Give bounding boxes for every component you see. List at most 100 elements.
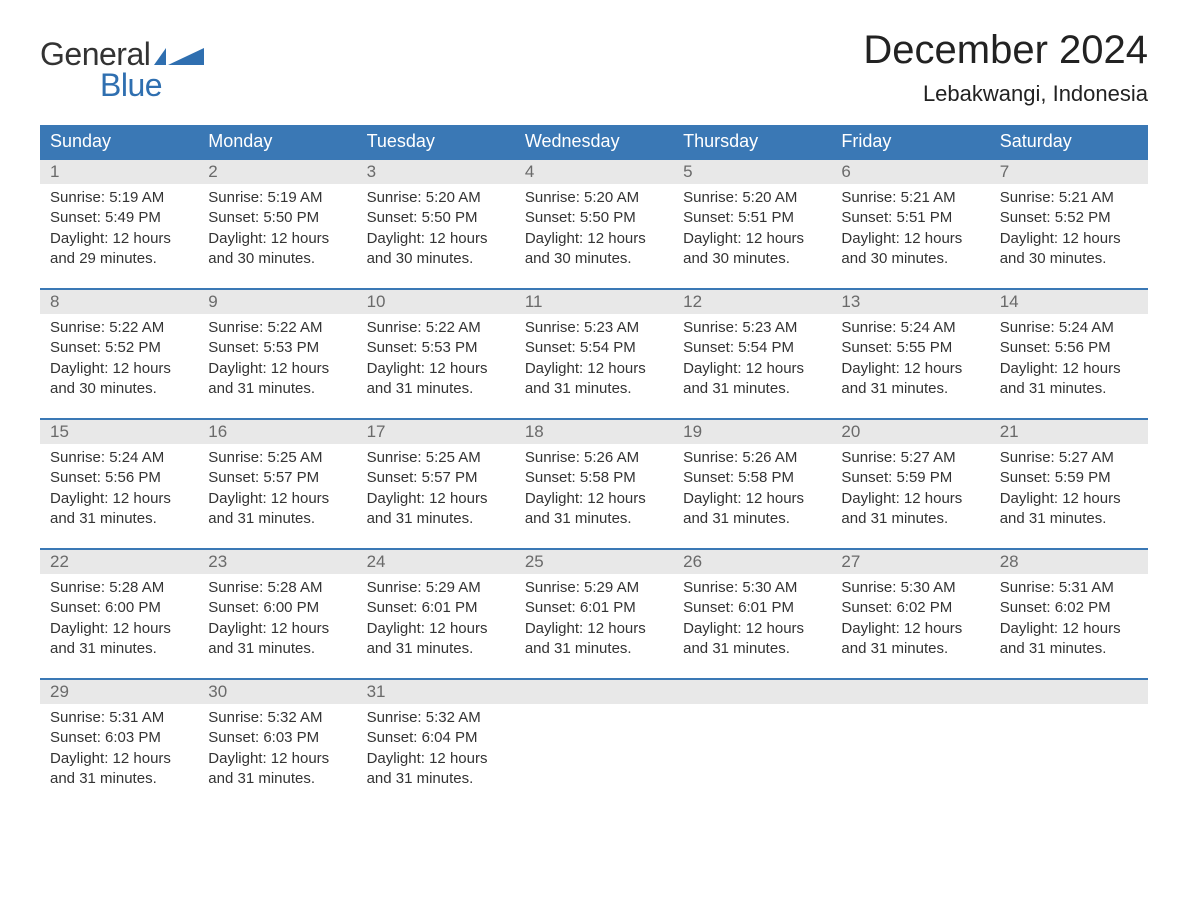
daylight-text: Daylight: 12 hours and 30 minutes. xyxy=(841,229,979,270)
day-body: Sunrise: 5:22 AMSunset: 5:53 PMDaylight:… xyxy=(198,314,356,407)
weekday-header: Sunday xyxy=(40,125,198,159)
day-body: Sunrise: 5:23 AMSunset: 5:54 PMDaylight:… xyxy=(673,314,831,407)
day-number: 1 xyxy=(40,160,198,184)
day-body: Sunrise: 5:25 AMSunset: 5:57 PMDaylight:… xyxy=(198,444,356,537)
calendar-day-cell: 26Sunrise: 5:30 AMSunset: 6:01 PMDayligh… xyxy=(673,549,831,679)
sunset-text: Sunset: 6:00 PM xyxy=(50,598,188,618)
sunset-text: Sunset: 5:51 PM xyxy=(841,208,979,228)
day-body: Sunrise: 5:22 AMSunset: 5:53 PMDaylight:… xyxy=(357,314,515,407)
calendar-day-cell: 16Sunrise: 5:25 AMSunset: 5:57 PMDayligh… xyxy=(198,419,356,549)
sunrise-text: Sunrise: 5:29 AM xyxy=(367,578,505,598)
day-number: 12 xyxy=(673,290,831,314)
calendar-day-cell xyxy=(515,679,673,809)
calendar-week-row: 29Sunrise: 5:31 AMSunset: 6:03 PMDayligh… xyxy=(40,679,1148,809)
daylight-text: Daylight: 12 hours and 31 minutes. xyxy=(841,619,979,660)
calendar-day-cell: 29Sunrise: 5:31 AMSunset: 6:03 PMDayligh… xyxy=(40,679,198,809)
header: General Blue December 2024 Lebakwangi, I… xyxy=(40,28,1148,107)
calendar-day-cell: 18Sunrise: 5:26 AMSunset: 5:58 PMDayligh… xyxy=(515,419,673,549)
sunset-text: Sunset: 5:54 PM xyxy=(683,338,821,358)
daylight-text: Daylight: 12 hours and 30 minutes. xyxy=(367,229,505,270)
day-number: 22 xyxy=(40,550,198,574)
day-body: Sunrise: 5:21 AMSunset: 5:52 PMDaylight:… xyxy=(990,184,1148,277)
sunrise-text: Sunrise: 5:29 AM xyxy=(525,578,663,598)
day-number: 26 xyxy=(673,550,831,574)
calendar-day-cell: 6Sunrise: 5:21 AMSunset: 5:51 PMDaylight… xyxy=(831,159,989,289)
sunset-text: Sunset: 5:52 PM xyxy=(50,338,188,358)
sunset-text: Sunset: 6:01 PM xyxy=(683,598,821,618)
sunrise-text: Sunrise: 5:30 AM xyxy=(841,578,979,598)
calendar-day-cell: 11Sunrise: 5:23 AMSunset: 5:54 PMDayligh… xyxy=(515,289,673,419)
logo: General Blue xyxy=(40,36,204,104)
sunset-text: Sunset: 6:03 PM xyxy=(208,728,346,748)
day-body: Sunrise: 5:27 AMSunset: 5:59 PMDaylight:… xyxy=(990,444,1148,537)
sunset-text: Sunset: 6:01 PM xyxy=(525,598,663,618)
sunset-text: Sunset: 6:01 PM xyxy=(367,598,505,618)
daylight-text: Daylight: 12 hours and 31 minutes. xyxy=(841,359,979,400)
day-number: 31 xyxy=(357,680,515,704)
day-number-empty xyxy=(831,680,989,704)
sunset-text: Sunset: 5:56 PM xyxy=(1000,338,1138,358)
day-body: Sunrise: 5:22 AMSunset: 5:52 PMDaylight:… xyxy=(40,314,198,407)
sunset-text: Sunset: 5:52 PM xyxy=(1000,208,1138,228)
calendar-day-cell: 10Sunrise: 5:22 AMSunset: 5:53 PMDayligh… xyxy=(357,289,515,419)
sunrise-text: Sunrise: 5:25 AM xyxy=(367,448,505,468)
calendar-day-cell xyxy=(990,679,1148,809)
weekday-header: Wednesday xyxy=(515,125,673,159)
calendar-day-cell: 5Sunrise: 5:20 AMSunset: 5:51 PMDaylight… xyxy=(673,159,831,289)
weekday-header: Saturday xyxy=(990,125,1148,159)
sunrise-text: Sunrise: 5:25 AM xyxy=(208,448,346,468)
sunrise-text: Sunrise: 5:26 AM xyxy=(525,448,663,468)
daylight-text: Daylight: 12 hours and 30 minutes. xyxy=(50,359,188,400)
day-body: Sunrise: 5:24 AMSunset: 5:56 PMDaylight:… xyxy=(40,444,198,537)
day-number: 5 xyxy=(673,160,831,184)
calendar-day-cell: 14Sunrise: 5:24 AMSunset: 5:56 PMDayligh… xyxy=(990,289,1148,419)
day-number: 4 xyxy=(515,160,673,184)
sunrise-text: Sunrise: 5:23 AM xyxy=(525,318,663,338)
sunset-text: Sunset: 5:50 PM xyxy=(525,208,663,228)
daylight-text: Daylight: 12 hours and 31 minutes. xyxy=(1000,359,1138,400)
day-number: 2 xyxy=(198,160,356,184)
sunrise-text: Sunrise: 5:22 AM xyxy=(208,318,346,338)
sunrise-text: Sunrise: 5:31 AM xyxy=(50,708,188,728)
logo-text-blue: Blue xyxy=(100,67,162,104)
weekday-header: Thursday xyxy=(673,125,831,159)
daylight-text: Daylight: 12 hours and 31 minutes. xyxy=(50,749,188,790)
sunset-text: Sunset: 5:57 PM xyxy=(367,468,505,488)
day-body: Sunrise: 5:24 AMSunset: 5:55 PMDaylight:… xyxy=(831,314,989,407)
calendar-day-cell: 31Sunrise: 5:32 AMSunset: 6:04 PMDayligh… xyxy=(357,679,515,809)
sunrise-text: Sunrise: 5:21 AM xyxy=(1000,188,1138,208)
daylight-text: Daylight: 12 hours and 31 minutes. xyxy=(208,359,346,400)
calendar-day-cell: 28Sunrise: 5:31 AMSunset: 6:02 PMDayligh… xyxy=(990,549,1148,679)
day-number: 13 xyxy=(831,290,989,314)
day-number: 14 xyxy=(990,290,1148,314)
day-body-empty xyxy=(990,704,1148,784)
daylight-text: Daylight: 12 hours and 31 minutes. xyxy=(683,489,821,530)
day-body: Sunrise: 5:31 AMSunset: 6:03 PMDaylight:… xyxy=(40,704,198,797)
day-number: 9 xyxy=(198,290,356,314)
day-number: 16 xyxy=(198,420,356,444)
sunset-text: Sunset: 5:53 PM xyxy=(208,338,346,358)
daylight-text: Daylight: 12 hours and 29 minutes. xyxy=(50,229,188,270)
sunset-text: Sunset: 6:00 PM xyxy=(208,598,346,618)
calendar-day-cell: 4Sunrise: 5:20 AMSunset: 5:50 PMDaylight… xyxy=(515,159,673,289)
sunset-text: Sunset: 5:58 PM xyxy=(683,468,821,488)
calendar-day-cell: 15Sunrise: 5:24 AMSunset: 5:56 PMDayligh… xyxy=(40,419,198,549)
daylight-text: Daylight: 12 hours and 31 minutes. xyxy=(50,489,188,530)
sunrise-text: Sunrise: 5:19 AM xyxy=(208,188,346,208)
weekday-header: Tuesday xyxy=(357,125,515,159)
calendar-week-row: 8Sunrise: 5:22 AMSunset: 5:52 PMDaylight… xyxy=(40,289,1148,419)
day-body: Sunrise: 5:29 AMSunset: 6:01 PMDaylight:… xyxy=(357,574,515,667)
sunrise-text: Sunrise: 5:20 AM xyxy=(367,188,505,208)
day-number: 15 xyxy=(40,420,198,444)
calendar-day-cell: 1Sunrise: 5:19 AMSunset: 5:49 PMDaylight… xyxy=(40,159,198,289)
day-body: Sunrise: 5:20 AMSunset: 5:51 PMDaylight:… xyxy=(673,184,831,277)
sunset-text: Sunset: 5:55 PM xyxy=(841,338,979,358)
daylight-text: Daylight: 12 hours and 31 minutes. xyxy=(841,489,979,530)
calendar-day-cell: 24Sunrise: 5:29 AMSunset: 6:01 PMDayligh… xyxy=(357,549,515,679)
calendar-day-cell: 12Sunrise: 5:23 AMSunset: 5:54 PMDayligh… xyxy=(673,289,831,419)
sunset-text: Sunset: 5:59 PM xyxy=(841,468,979,488)
day-body: Sunrise: 5:21 AMSunset: 5:51 PMDaylight:… xyxy=(831,184,989,277)
calendar-day-cell: 2Sunrise: 5:19 AMSunset: 5:50 PMDaylight… xyxy=(198,159,356,289)
day-body: Sunrise: 5:31 AMSunset: 6:02 PMDaylight:… xyxy=(990,574,1148,667)
day-number: 24 xyxy=(357,550,515,574)
